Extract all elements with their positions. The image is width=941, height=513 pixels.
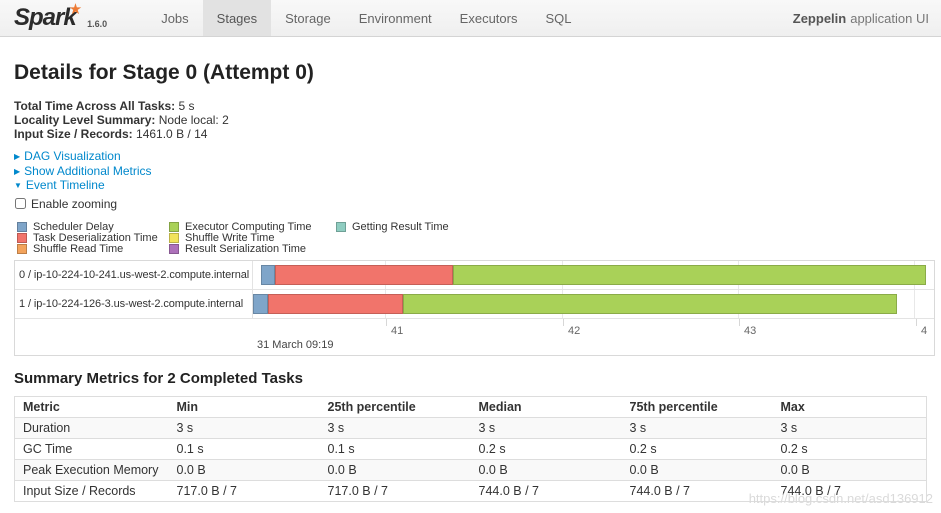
expanded-arrow-icon: ▼ [14,181,22,190]
col-header-25th: 25th percentile [327,399,416,414]
legend-item-result-serialization: Result Serialization Time [166,243,333,255]
axis-tick-mark [386,318,387,326]
enable-zooming-input[interactable] [15,198,26,209]
page-title: Details for Stage 0 (Attempt 0) [14,61,314,84]
executor-row-label: 1 / ip-10-224-126-3.us-west-2.compute.in… [15,289,253,318]
table-header-row: Metric Min 25th percentile Median 75th p… [15,396,927,417]
legend-swatch [17,233,27,243]
summary-metrics-heading: Summary Metrics for 2 Completed Tasks [14,369,303,387]
table-row-duration: Duration 3 s 3 s 3 s 3 s 3 s [14,416,927,438]
tab-sql[interactable]: SQL [545,10,572,26]
legend-item-executor-computing: Executor Computing Time [166,221,333,233]
task-deserialization-bar[interactable] [275,264,453,285]
legend-item-scheduler-delay: Scheduler Delay [14,221,166,233]
executor-row-label: 0 / ip-10-224-10-241.us-west-2.compute.i… [15,260,253,289]
summary-metrics-table: Metric Min 25th percentile Median 75th p… [14,395,927,502]
legend-swatch [336,222,346,232]
tab-executors[interactable]: Executors [459,10,518,26]
spark-logo-text: Spark [14,4,77,31]
toggle-event-timeline[interactable]: ▼ Event Timeline [14,178,105,192]
gridline [914,289,915,318]
toggle-dag-visualization[interactable]: ▶ DAG Visualization [14,149,121,163]
tab-environment[interactable]: Environment [358,10,432,26]
table-row-peak-execution-memory: Peak Execution Memory 0.0 B 0.0 B 0.0 B … [14,458,927,480]
axis-tick-mark [739,318,740,326]
spark-star-icon: ★ [68,1,83,18]
scheduler-delay-bar[interactable] [261,264,275,285]
timeline-legend: Scheduler Delay Task Deserialization Tim… [14,221,927,255]
axis-date-label: 31 March 09:19 [257,338,334,351]
axis-tick-label: 42 [568,324,581,337]
col-header-max: Max [780,399,805,414]
collapsed-arrow-icon: ▶ [14,166,21,176]
task-deserialization-bar[interactable] [268,293,403,314]
legend-item-task-deserialization: Task Deserialization Time [14,232,166,244]
timeline-plot-area [253,289,934,318]
axis-tick-label: 41 [391,324,404,337]
table-row-gc-time: GC Time 0.1 s 0.1 s 0.2 s 0.2 s 0.2 s [14,437,927,459]
timeline-plot-area [253,260,934,289]
legend-swatch [169,244,179,254]
collapsed-arrow-icon: ▶ [14,152,21,161]
legend-swatch [17,222,27,232]
stage-summary-stats: Total Time Across All Tasks: 5 s Localit… [14,99,927,141]
spark-logo[interactable]: Spark ★ 1.6.0 [0,0,109,36]
timeline-row-executor-0: 0 / ip-10-224-10-241.us-west-2.compute.i… [15,260,934,290]
enable-zooming-checkbox[interactable]: Enable zooming [14,197,927,211]
scheduler-delay-bar[interactable] [253,293,268,314]
col-header-75th: 75th percentile [629,399,718,414]
axis-tick-label: 4 [921,324,928,337]
total-time-stat: Total Time Across All Tasks: 5 s [14,99,195,113]
executor-computing-bar[interactable] [403,293,897,314]
nav-tabs: Jobs Stages Storage Environment Executor… [147,0,585,36]
event-timeline-chart: 0 / ip-10-224-10-241.us-west-2.compute.i… [14,259,935,356]
axis-tick-mark [916,318,917,326]
legend-swatch [169,222,179,232]
collapsible-links: ▶ DAG Visualization ▶ Show Additional Metr… [14,149,927,194]
legend-swatch [17,244,27,254]
legend-swatch [169,233,179,243]
legend-item-shuffle-write: Shuffle Write Time [166,232,333,244]
tab-jobs[interactable]: Jobs [161,10,189,26]
table-row-input-size-records: Input Size / Records 717.0 B / 7 717.0 B… [14,479,927,501]
col-header-metric: Metric [23,399,60,414]
col-header-min: Min [176,399,199,414]
tab-stages[interactable]: Stages [202,0,272,36]
toggle-show-additional-metrics[interactable]: ▶ Show Additional Metrics [14,163,152,178]
timeline-axis: 41 42 43 4 31 March 09:19 [15,318,934,355]
spark-version: 1.6.0 [87,19,108,29]
watermark-url: https://blog.csdn.net/asd136912 [748,491,933,506]
locality-level-stat: Locality Level Summary: Node local: 2 [14,113,229,127]
top-navbar: Spark ★ 1.6.0 Jobs Stages Storage Enviro… [0,0,941,37]
stage-detail-page: Details for Stage 0 (Attempt 0) Total Ti… [0,61,941,513]
axis-tick-mark [563,318,564,326]
timeline-row-executor-1: 1 / ip-10-224-126-3.us-west-2.compute.in… [15,289,934,319]
axis-tick-label: 43 [744,324,757,337]
input-size-stat: Input Size / Records: 1461.0 B / 14 [14,127,208,141]
application-ui-label: Zeppelin application UI [792,10,929,26]
tab-storage[interactable]: Storage [285,10,331,26]
legend-item-shuffle-read: Shuffle Read Time [14,243,166,255]
col-header-median: Median [478,399,522,414]
legend-item-getting-result: Getting Result Time [333,221,449,233]
executor-computing-bar[interactable] [453,264,926,285]
